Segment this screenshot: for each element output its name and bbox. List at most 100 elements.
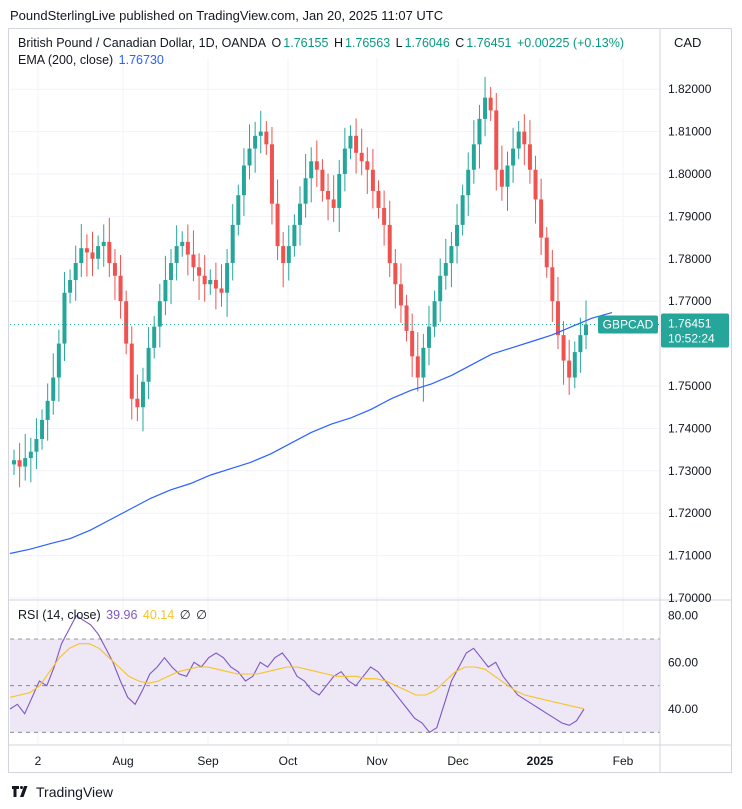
candle-body xyxy=(281,246,286,264)
currency-selector[interactable]: CAD xyxy=(662,30,732,56)
candle-body xyxy=(550,267,555,302)
time-tick-label: Dec xyxy=(447,754,468,768)
price-badge-value: 1.76451 xyxy=(668,316,712,330)
candlestick-series xyxy=(12,76,588,488)
rsi-tick-label: 40.00 xyxy=(668,702,698,716)
candle-body xyxy=(258,131,263,136)
price-tick-label: 1.71000 xyxy=(668,549,712,563)
legend-rsi[interactable]: RSI (14, close) 39.96 40.14 ∅ ∅ xyxy=(18,607,209,622)
candle-body xyxy=(17,460,22,467)
time-tick-label: Sep xyxy=(197,754,219,768)
rsi-tick-label: 80.00 xyxy=(668,609,698,623)
candle-body xyxy=(449,246,454,264)
price-tick-label: 1.80000 xyxy=(668,167,712,181)
candle-body xyxy=(51,377,56,401)
high-label: H xyxy=(333,36,343,50)
candle-body xyxy=(387,224,392,264)
candle-body xyxy=(494,110,499,170)
candle-body xyxy=(12,460,16,465)
low-value: 1.76046 xyxy=(404,36,450,50)
candle-body xyxy=(455,224,460,247)
candle-body xyxy=(505,165,510,187)
candle-body xyxy=(56,343,61,378)
candle-body xyxy=(180,241,185,247)
symbol-title[interactable]: British Pound / Canadian Dollar, 1D, OAN… xyxy=(18,36,267,50)
candle-body xyxy=(522,131,527,145)
publisher-line: PoundSterlingLive published on TradingVi… xyxy=(10,8,444,23)
candle-body xyxy=(140,381,145,408)
open-value: 1.76155 xyxy=(283,36,329,50)
candle-body xyxy=(213,280,218,289)
candle-body xyxy=(62,292,67,344)
candle-body xyxy=(101,241,106,247)
candle-body xyxy=(443,263,448,276)
candle-body xyxy=(129,343,134,399)
ema-200-line xyxy=(9,312,613,555)
candle-body xyxy=(331,199,336,208)
legend-ema[interactable]: EMA (200, close) 1.76730 xyxy=(18,53,166,67)
candle-body xyxy=(555,301,560,336)
currency-label: CAD xyxy=(674,35,702,50)
candle-body xyxy=(40,419,45,439)
candle-body xyxy=(208,280,213,285)
price-tick-label: 1.79000 xyxy=(668,209,712,223)
candle-body xyxy=(567,360,572,378)
candle-body xyxy=(118,275,123,302)
time-tick-label: 2 xyxy=(35,754,42,768)
candle-body xyxy=(264,131,269,145)
candle-body xyxy=(348,135,353,149)
rsi-value: 39.96 xyxy=(106,608,138,622)
candle-body xyxy=(275,203,280,247)
price-badge-bg xyxy=(661,313,729,348)
candle-body xyxy=(511,148,516,166)
time-tick-label: Feb xyxy=(613,754,634,768)
candle-body xyxy=(23,458,28,467)
chart-canvas[interactable]: 1.82000 1.81000 1.80000 1.79000 1.78000 1.770… xyxy=(8,28,732,773)
candle-body xyxy=(320,169,325,191)
price-tick-label: 1.77000 xyxy=(668,294,712,308)
time-tick-label: Aug xyxy=(112,754,133,768)
candle-body xyxy=(247,148,252,166)
candle-body xyxy=(197,267,202,276)
candle-body xyxy=(376,190,381,208)
candle-body xyxy=(426,326,431,348)
candle-body xyxy=(471,144,476,170)
low-label: L xyxy=(395,36,403,50)
price-tick-label: 1.78000 xyxy=(668,252,712,266)
candle-body xyxy=(382,207,387,225)
footer-brand[interactable]: TradingView xyxy=(12,784,113,800)
legend-main: British Pound / Canadian Dollar, 1D, OAN… xyxy=(18,36,626,50)
candle-body xyxy=(483,97,488,119)
high-value: 1.76563 xyxy=(344,36,391,50)
candle-body xyxy=(578,335,583,353)
candle-body xyxy=(73,263,78,280)
candle-body xyxy=(219,288,224,293)
candle-body xyxy=(84,248,89,253)
candle-body xyxy=(488,97,493,111)
rsi-tick-label: 60.00 xyxy=(668,655,698,669)
candle-body xyxy=(365,161,370,170)
candle-body xyxy=(398,284,403,306)
candle-body xyxy=(337,174,342,208)
candle-body xyxy=(466,169,471,196)
candle-body xyxy=(584,324,588,336)
candle-body xyxy=(533,169,538,200)
candle-body xyxy=(370,169,375,191)
price-tick-label: 1.74000 xyxy=(668,421,712,435)
candle-body xyxy=(561,335,566,361)
rsi-extra-2: ∅ xyxy=(196,608,207,622)
candle-body xyxy=(241,165,246,196)
candle-body xyxy=(96,246,101,259)
candle-body xyxy=(174,246,179,264)
candle-body xyxy=(477,118,482,145)
price-badge-countdown: 10:52:24 xyxy=(668,331,715,345)
candle-body xyxy=(169,263,174,280)
candle-body xyxy=(236,195,241,225)
candle-body xyxy=(269,144,274,204)
candle-body xyxy=(410,330,415,357)
rsi-line xyxy=(9,614,585,734)
symbol-badge-label: GBPCAD xyxy=(603,317,654,331)
price-tick-label: 1.70000 xyxy=(668,591,712,605)
time-tick-label: Oct xyxy=(279,754,298,768)
